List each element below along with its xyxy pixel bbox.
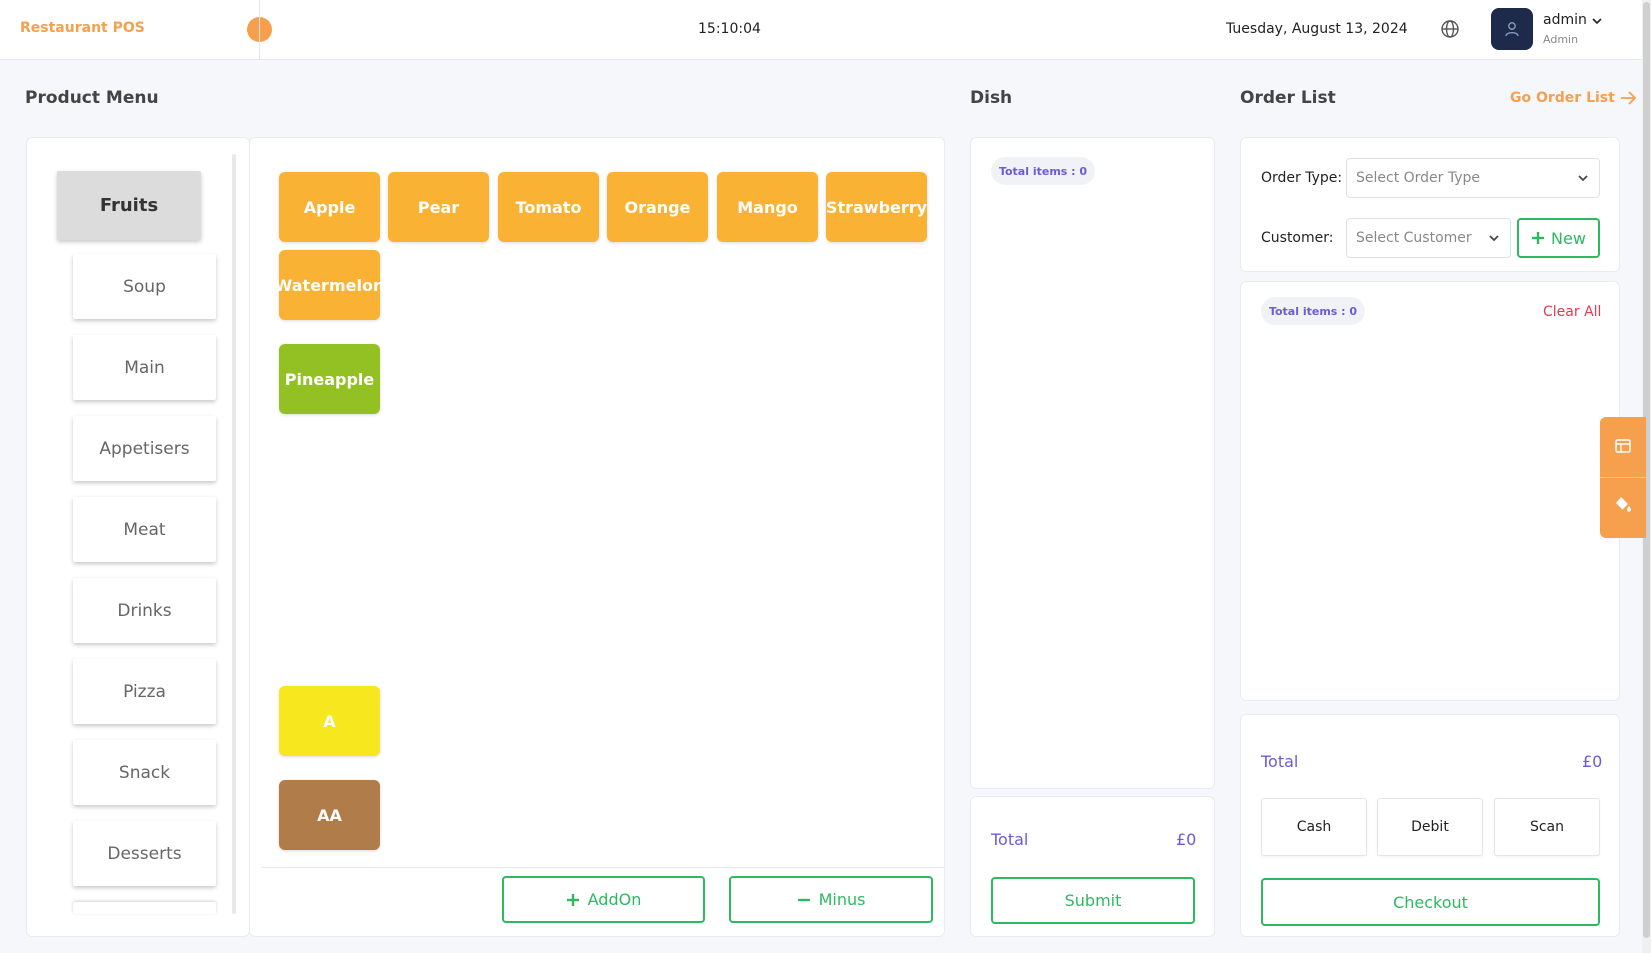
- category-desserts[interactable]: Desserts: [73, 821, 216, 886]
- addon-label: AddOn: [587, 890, 642, 909]
- page-scrollbar-thumb[interactable]: [1643, 2, 1650, 938]
- order-list-title: Order List: [1240, 88, 1336, 108]
- category-drinks[interactable]: Drinks: [73, 578, 216, 643]
- scan-button[interactable]: Scan: [1494, 798, 1600, 856]
- addon-button[interactable]: AddOn: [502, 876, 705, 923]
- dish-total-value: £0: [1176, 830, 1197, 849]
- order-total-items-badge: Total items : 0: [1261, 297, 1365, 325]
- chevron-down-icon: [1578, 175, 1588, 182]
- product-pear[interactable]: Pear: [388, 172, 489, 242]
- floating-tools-tab: [1600, 417, 1646, 538]
- user-role: Admin: [1543, 33, 1579, 46]
- dish-title: Dish: [970, 88, 1013, 108]
- brand-divider: [259, 0, 260, 60]
- brand-name[interactable]: Restaurant POS: [20, 20, 145, 36]
- category-soup[interactable]: Soup: [73, 254, 216, 319]
- user-icon: [1505, 22, 1519, 37]
- dish-total-items-badge: Total items : 0: [991, 157, 1095, 185]
- checkout-button[interactable]: Checkout: [1261, 878, 1600, 926]
- go-order-list-link[interactable]: Go Order List: [1510, 90, 1637, 106]
- clear-all-button[interactable]: Clear All: [1543, 304, 1602, 320]
- order-type-label: Order Type:: [1261, 170, 1343, 186]
- category-appetisers[interactable]: Appetisers: [73, 416, 216, 481]
- product-orange[interactable]: Orange: [607, 172, 708, 242]
- category-scrollbar[interactable]: [232, 154, 236, 914]
- product-pineapple[interactable]: Pineapple: [279, 344, 380, 414]
- order-items-panel: [1240, 281, 1620, 701]
- page-scrollbar[interactable]: [1642, 0, 1651, 953]
- category-fruits[interactable]: Fruits: [57, 171, 201, 240]
- product-menu-title: Product Menu: [25, 88, 159, 108]
- product-strawberry[interactable]: Strawberry: [826, 172, 927, 242]
- product-watermelon[interactable]: Watermelon: [275, 250, 384, 320]
- plus-icon: [566, 893, 579, 906]
- cash-button[interactable]: Cash: [1261, 798, 1367, 856]
- new-customer-label: New: [1551, 228, 1586, 248]
- avatar[interactable]: [1491, 8, 1533, 50]
- category-partial[interactable]: [73, 902, 216, 914]
- order-total-label: Total: [1261, 752, 1299, 771]
- category-main[interactable]: Main: [73, 335, 216, 400]
- minus-label: Minus: [818, 890, 866, 909]
- top-header: Restaurant POS 15:10:04 Tuesday, August …: [0, 0, 1651, 60]
- order-type-select[interactable]: Select Order Type: [1346, 158, 1600, 198]
- order-type-placeholder: Select Order Type: [1356, 170, 1481, 186]
- product-mango[interactable]: Mango: [717, 172, 818, 242]
- paint-bucket-icon[interactable]: [1614, 495, 1632, 513]
- new-customer-button[interactable]: New: [1517, 218, 1600, 258]
- dish-total-label: Total: [991, 830, 1029, 849]
- layout-icon[interactable]: [1614, 437, 1632, 455]
- product-tomato[interactable]: Tomato: [498, 172, 599, 242]
- customer-select[interactable]: Select Customer: [1346, 218, 1511, 258]
- go-order-list-label: Go Order List: [1510, 90, 1615, 106]
- clock: 15:10:04: [698, 21, 761, 37]
- globe-icon[interactable]: [1440, 19, 1460, 39]
- customer-label: Customer:: [1261, 230, 1334, 246]
- product-aa[interactable]: AA: [279, 780, 380, 850]
- customer-placeholder: Select Customer: [1356, 230, 1472, 246]
- product-footer-divider: [262, 867, 945, 868]
- side-tab-divider: [1600, 477, 1646, 478]
- order-total-value: £0: [1582, 752, 1603, 771]
- minus-icon: [797, 898, 810, 901]
- submit-button[interactable]: Submit: [991, 877, 1195, 924]
- category-snack[interactable]: Snack: [73, 740, 216, 805]
- chevron-down-icon[interactable]: [1590, 14, 1604, 28]
- dish-items-panel: [970, 137, 1215, 789]
- category-meat[interactable]: Meat: [73, 497, 216, 562]
- category-pizza[interactable]: Pizza: [73, 659, 216, 724]
- current-date: Tuesday, August 13, 2024: [1226, 21, 1408, 37]
- plus-icon: [1532, 232, 1545, 244]
- arrow-right-icon: [1620, 91, 1637, 105]
- debit-button[interactable]: Debit: [1377, 798, 1483, 856]
- user-name[interactable]: admin: [1543, 12, 1587, 28]
- product-apple[interactable]: Apple: [279, 172, 380, 242]
- product-a[interactable]: A: [279, 686, 380, 756]
- chevron-down-icon: [1489, 235, 1499, 242]
- minus-button[interactable]: Minus: [729, 876, 933, 923]
